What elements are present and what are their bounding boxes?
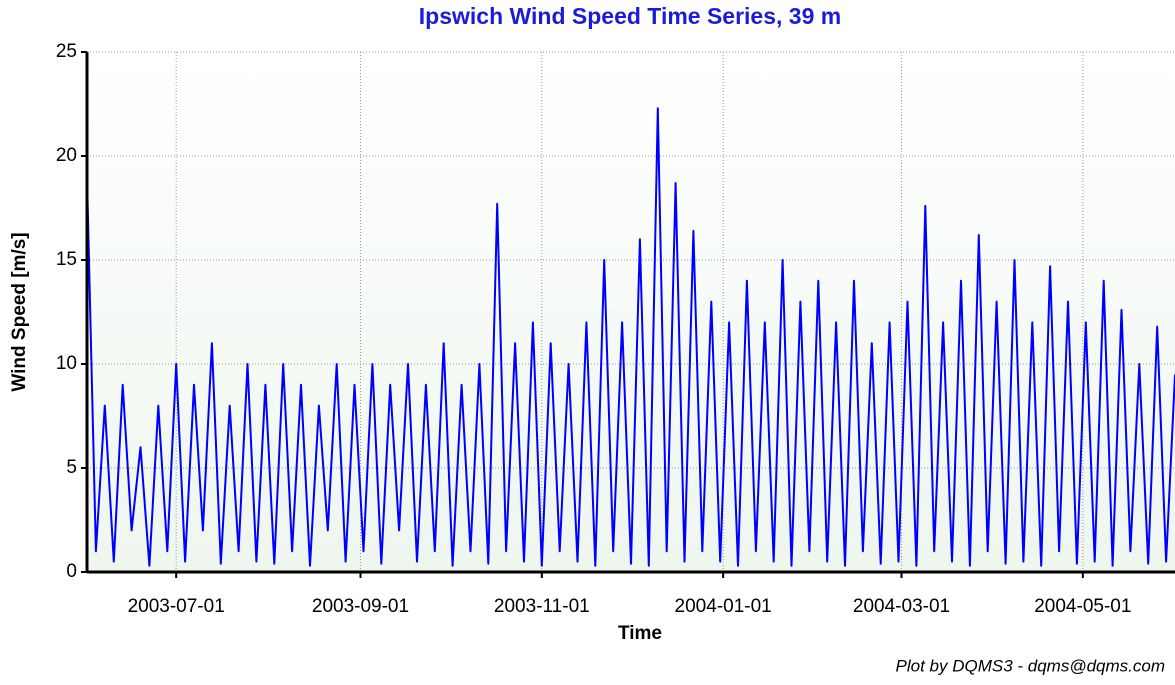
x-tick-label: 2003-09-01 — [312, 596, 409, 617]
x-axis-label: Time — [618, 623, 662, 644]
x-tick-label: 2004-01-01 — [675, 596, 772, 617]
chart: Ipswich Wind Speed Time Series, 39 m Tim… — [0, 0, 1175, 685]
y-tick-label: 5 — [66, 457, 77, 478]
chart-title: Ipswich Wind Speed Time Series, 39 m — [419, 3, 841, 29]
y-axis-label: Wind Speed [m/s] — [9, 232, 30, 391]
y-tick-label: 0 — [66, 561, 77, 582]
x-tick-label: 2003-07-01 — [128, 596, 225, 617]
x-tick-label: 2003-11-01 — [494, 596, 590, 617]
plot-area — [87, 52, 1175, 572]
y-tick-label: 15 — [56, 249, 77, 270]
y-tick-label: 10 — [56, 353, 77, 374]
x-tick-label: 2004-05-01 — [1034, 596, 1131, 617]
x-tick-label: 2004-03-01 — [853, 596, 950, 617]
footnote: Plot by DQMS3 - dqms@dqms.com — [896, 656, 1166, 675]
y-tick-label: 20 — [56, 145, 77, 166]
y-tick-label: 25 — [56, 41, 77, 62]
